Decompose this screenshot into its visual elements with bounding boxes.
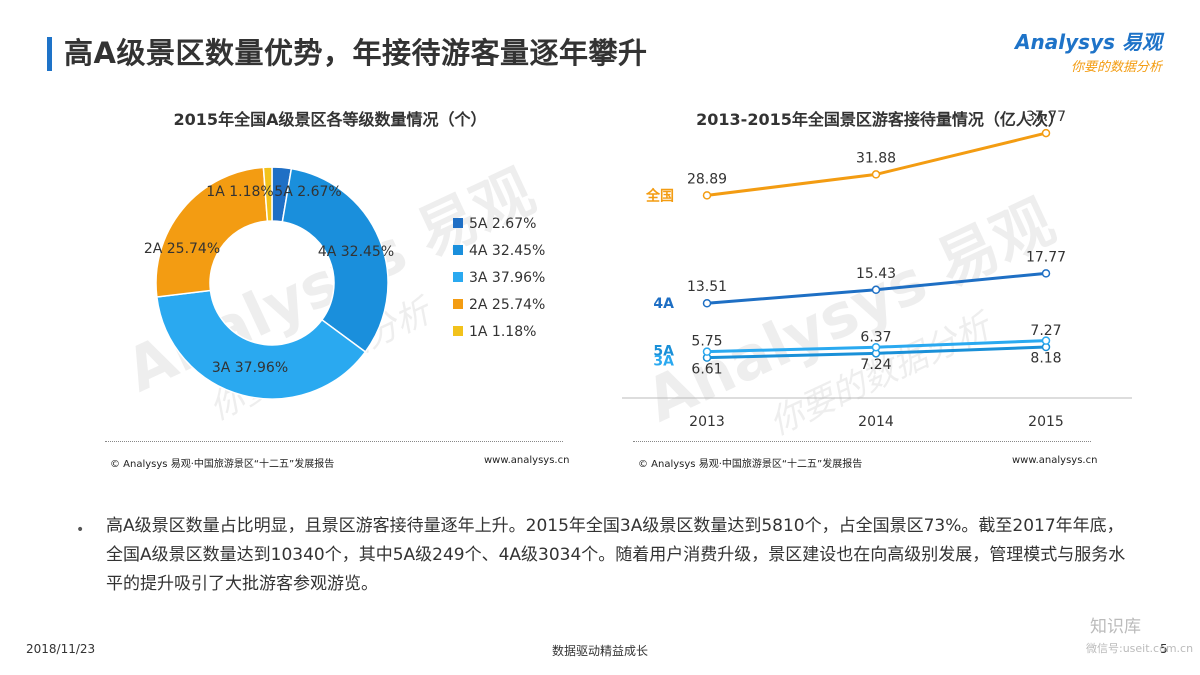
data-label-4a: 15.43: [856, 266, 896, 282]
legend-swatch-5a: [453, 218, 463, 228]
series-name-national: 全国: [645, 187, 674, 204]
report-date: 2018/11/23: [26, 642, 96, 656]
data-point-4a: [702, 298, 712, 308]
data-label-3a: 6.61: [691, 362, 722, 378]
data-label-national: 31.88: [856, 150, 896, 166]
logo-name: Analysys 易观: [1015, 30, 1162, 54]
legend-swatch-3a: [453, 272, 463, 282]
page-number: 5: [1160, 642, 1168, 656]
bullet-marker: •: [76, 522, 85, 538]
x-tick-label: 2015: [1028, 414, 1064, 430]
data-point-national: [1041, 128, 1051, 138]
summary-paragraph: 高A级景区数量占比明显，且景区游客接待量逐年上升。2015年全国3A级景区数量达…: [106, 516, 1126, 594]
donut-label-5a: 5A 2.67%: [274, 184, 341, 200]
x-tick-label: 2013: [689, 414, 725, 430]
legend-label-3a: 3A 37.96%: [469, 270, 545, 286]
x-tick-label: 2014: [858, 414, 894, 430]
line-site: www.analysys.cn: [1012, 455, 1098, 466]
donut-label-3a: 3A 37.96%: [212, 360, 288, 376]
data-label-5a: 6.37: [860, 329, 891, 345]
data-label-national: 28.89: [687, 171, 727, 187]
data-label-5a: 5.75: [691, 334, 722, 350]
zhishiku-watermark: 知识库: [1090, 617, 1141, 637]
footer-slogan: 数据驱动精益成长: [551, 644, 648, 658]
title-accent-bar: [47, 37, 52, 71]
donut-slice-2a: [155, 166, 269, 298]
analysys-logo: Analysys 易观 你要的数据分析: [1015, 22, 1180, 80]
legend-label-4a: 4A 32.45%: [469, 243, 545, 259]
data-label-4a: 13.51: [687, 279, 727, 295]
data-point-3a: [702, 347, 712, 356]
data-label-5a: 7.27: [1030, 323, 1061, 339]
legend-label-5a: 5A 2.67%: [469, 216, 536, 232]
donut-chart: 5A 2.67% 4A 32.45% 3A 37.96% 2A 25.74% 1A 1.…: [144, 166, 545, 400]
legend-swatch-2a: [453, 299, 463, 309]
donut-chart-title: 2015年全国A级景区各等级数量情况（个）: [173, 110, 487, 129]
series-name-5a: 5A: [653, 344, 674, 360]
donut-label-2a: 2A 25.74%: [144, 241, 220, 257]
legend-label-1a: 1A 1.18%: [469, 324, 536, 340]
legend-swatch-1a: [453, 326, 463, 336]
page-title: 高A级景区数量优势，年接待游客量逐年攀升: [64, 36, 648, 70]
line-chart: 2013 2014 2015 28.89 31.88 37.77 全国 13.51 15.43 1…: [622, 109, 1132, 430]
donut-slice-1a: [262, 166, 273, 222]
zhishiku-url: 微信号:useit.com.cn: [1086, 642, 1194, 655]
legend-swatch-4a: [453, 245, 463, 255]
donut-label-1a: 1A 1.18%: [206, 184, 273, 200]
data-point-4a: [1041, 269, 1051, 278]
data-point-3a: [871, 342, 881, 352]
logo-tagline: 你要的数据分析: [1070, 60, 1162, 75]
data-label-3a: 8.18: [1030, 351, 1061, 367]
donut-source: © Analysys 易观·中国旅游景区“十二五”发展报告: [110, 459, 335, 470]
line-divider: [633, 441, 1091, 442]
legend-label-2a: 2A 25.74%: [469, 297, 545, 313]
series-name-3a: 3A: [653, 354, 674, 370]
donut-label-4a: 4A 32.45%: [318, 244, 394, 260]
line-source: © Analysys 易观·中国旅游景区“十二五”发展报告: [638, 459, 863, 470]
series-name-4a: 4A: [653, 296, 674, 312]
data-point-national: [871, 170, 881, 179]
line-chart-title: 2013-2015年全国景区游客接待量情况（亿人次）: [696, 110, 1064, 129]
data-point-national: [702, 191, 712, 200]
data-point-3a: [1041, 336, 1051, 345]
donut-slice-3a: [156, 289, 367, 400]
data-label-national: 37.77: [1026, 109, 1066, 125]
data-point-4a: [871, 285, 881, 295]
donut-divider: [105, 441, 563, 442]
data-label-3a: 7.24: [860, 357, 891, 373]
donut-site: www.analysys.cn: [484, 455, 570, 466]
data-label-4a: 17.77: [1026, 249, 1066, 265]
donut-slice-4a: [281, 167, 389, 353]
